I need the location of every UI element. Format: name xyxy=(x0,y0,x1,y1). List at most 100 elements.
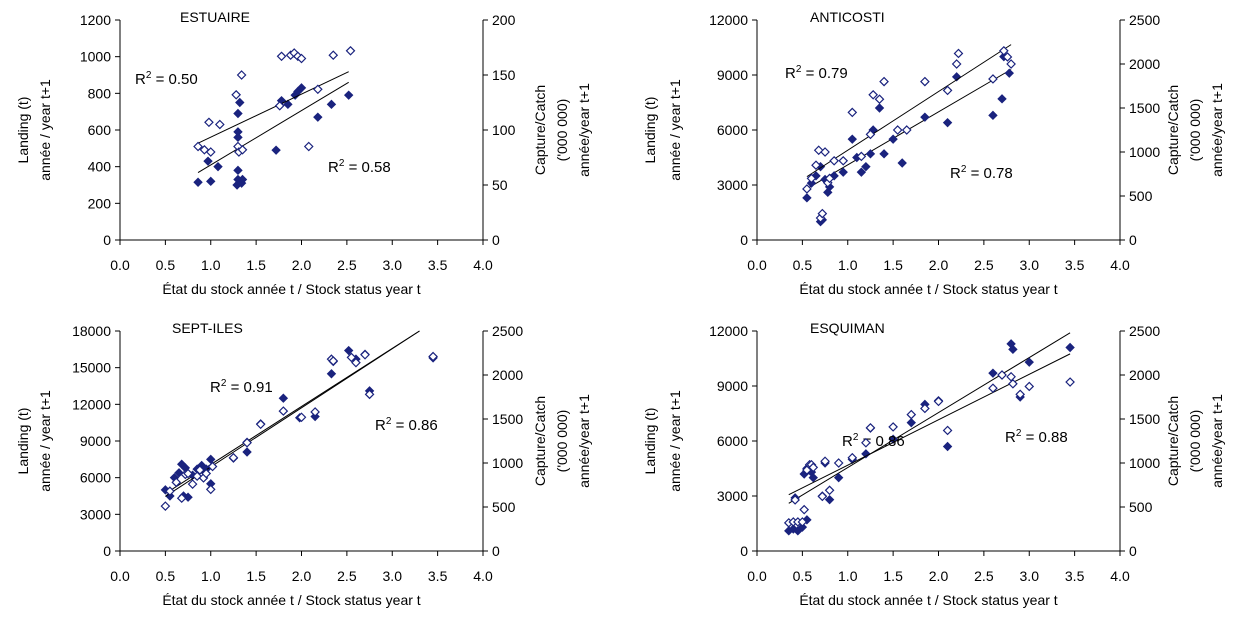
series-catch: R2 = 0.50 xyxy=(135,45,356,157)
y-axis-label: année / year t+1 xyxy=(667,79,683,181)
series-catch: R2 = 0.86 xyxy=(160,330,438,511)
data-point-filled xyxy=(906,417,916,428)
y2-tick-label: 0 xyxy=(1129,232,1137,248)
data-point-filled xyxy=(206,454,216,465)
x-axis-label: État du stock année t / Stock status yea… xyxy=(799,281,1057,297)
panel-title: ESQUIMAN xyxy=(810,320,885,336)
y2-axis-label: Capture/Catch xyxy=(532,85,548,175)
data-point-open xyxy=(847,107,858,118)
data-point-open xyxy=(255,419,266,430)
y-tick-label: 12000 xyxy=(709,12,748,28)
x-tick-label: 4.0 xyxy=(473,257,493,273)
data-point-filled xyxy=(847,134,857,144)
x-tick-label: 1.0 xyxy=(201,257,221,273)
data-point-open xyxy=(1006,371,1016,382)
x-tick-label: 0.0 xyxy=(747,568,767,584)
x-tick-label: 0.5 xyxy=(793,257,813,273)
data-point-open xyxy=(901,125,912,135)
data-point-filled xyxy=(874,103,885,113)
data-point-filled xyxy=(1065,342,1075,353)
data-point-open xyxy=(274,100,285,111)
data-point-filled xyxy=(242,447,252,457)
panel-title: SEPT-ILES xyxy=(172,320,243,336)
data-point-open xyxy=(165,486,175,497)
x-tick-label: 2.5 xyxy=(974,568,994,584)
x-tick-label: 0.5 xyxy=(156,257,176,273)
data-point-open xyxy=(953,48,964,59)
data-point-open xyxy=(205,147,216,157)
data-point-open xyxy=(879,76,889,87)
data-point-open xyxy=(997,370,1007,380)
data-point-open xyxy=(951,59,962,69)
x-tick-label: 1.5 xyxy=(246,568,266,584)
data-point-open xyxy=(838,155,849,166)
y-tick-label: 9000 xyxy=(80,433,111,449)
panel-title: ESTUAIRE xyxy=(180,9,250,25)
data-point-open xyxy=(847,452,858,463)
data-point-open xyxy=(888,422,898,432)
data-point-open xyxy=(228,452,239,463)
x-tick-label: 2.0 xyxy=(292,257,312,273)
data-point-filled xyxy=(296,83,307,93)
y2-tick-label: 0 xyxy=(1129,543,1137,559)
chart-panel-4: 0.0 0.5 1.0 1.5 2.0 2.5 3.0 3.5 4.0 0 3000 6000 9000… xyxy=(642,320,1225,608)
y2-axis-label: Capture/Catch xyxy=(1165,396,1181,486)
data-point-filled xyxy=(833,472,844,483)
data-point-open xyxy=(328,50,339,61)
y-tick-label: 0 xyxy=(103,232,111,248)
data-point-open xyxy=(195,465,205,475)
y2-tick-label: 100 xyxy=(492,122,516,138)
x-tick-label: 0.5 xyxy=(793,568,813,584)
y-tick-label: 0 xyxy=(740,543,748,559)
data-point-open xyxy=(1065,377,1075,387)
data-point-open xyxy=(942,85,953,96)
y2-tick-label: 1500 xyxy=(492,411,523,427)
data-point-open xyxy=(1002,52,1013,62)
data-point-open xyxy=(1015,389,1026,400)
data-point-open xyxy=(906,409,917,420)
x-tick-label: 4.0 xyxy=(1110,568,1130,584)
r-squared-label: R2 = 0.88 xyxy=(1005,428,1068,446)
y-axis-label: Landing (t) xyxy=(642,97,658,164)
data-point-open xyxy=(278,406,289,416)
y2-tick-label: 2000 xyxy=(1129,367,1160,383)
y2-tick-label: 2500 xyxy=(1129,323,1160,339)
r-squared-label: R2 = 0.79 xyxy=(785,64,848,82)
data-point-filled xyxy=(897,158,907,168)
y2-tick-label: 1000 xyxy=(1129,455,1160,471)
data-point-open xyxy=(312,84,323,95)
y-axis-label: année / year t+1 xyxy=(37,79,53,181)
data-point-open xyxy=(799,504,810,515)
y2-axis-label: ('000 000) xyxy=(1187,99,1203,162)
y2-axis-label: ('000 000) xyxy=(1187,410,1203,473)
y2-tick-label: 150 xyxy=(492,67,516,83)
y2-tick-label: 200 xyxy=(492,12,516,28)
y2-axis-label: ('000 000) xyxy=(554,410,570,473)
data-point-open xyxy=(1008,378,1018,389)
data-point-open xyxy=(171,477,182,488)
data-point-filled xyxy=(1024,357,1034,367)
data-point-open xyxy=(868,89,879,100)
data-point-open xyxy=(865,422,876,433)
data-point-open xyxy=(296,53,307,64)
data-point-open xyxy=(942,425,953,436)
y-tick-label: 18000 xyxy=(72,323,111,339)
y2-tick-label: 2000 xyxy=(492,367,523,383)
data-point-filled xyxy=(326,369,337,379)
data-point-filled xyxy=(802,193,812,203)
y2-tick-label: 2500 xyxy=(1129,12,1160,28)
data-point-filled xyxy=(233,127,243,137)
y-tick-label: 0 xyxy=(740,232,748,248)
data-point-open xyxy=(187,479,198,489)
data-point-filled xyxy=(1004,68,1014,78)
data-point-open xyxy=(236,70,247,80)
data-point-open xyxy=(806,173,817,184)
data-point-open xyxy=(428,351,438,362)
data-point-filled xyxy=(183,492,193,502)
r-squared-label: R2 = 0.58 xyxy=(328,158,391,176)
data-point-open xyxy=(817,491,828,502)
series-landing: R2 = 0.86 xyxy=(784,332,1075,536)
data-point-open xyxy=(231,89,242,100)
data-point-filled xyxy=(206,176,216,187)
